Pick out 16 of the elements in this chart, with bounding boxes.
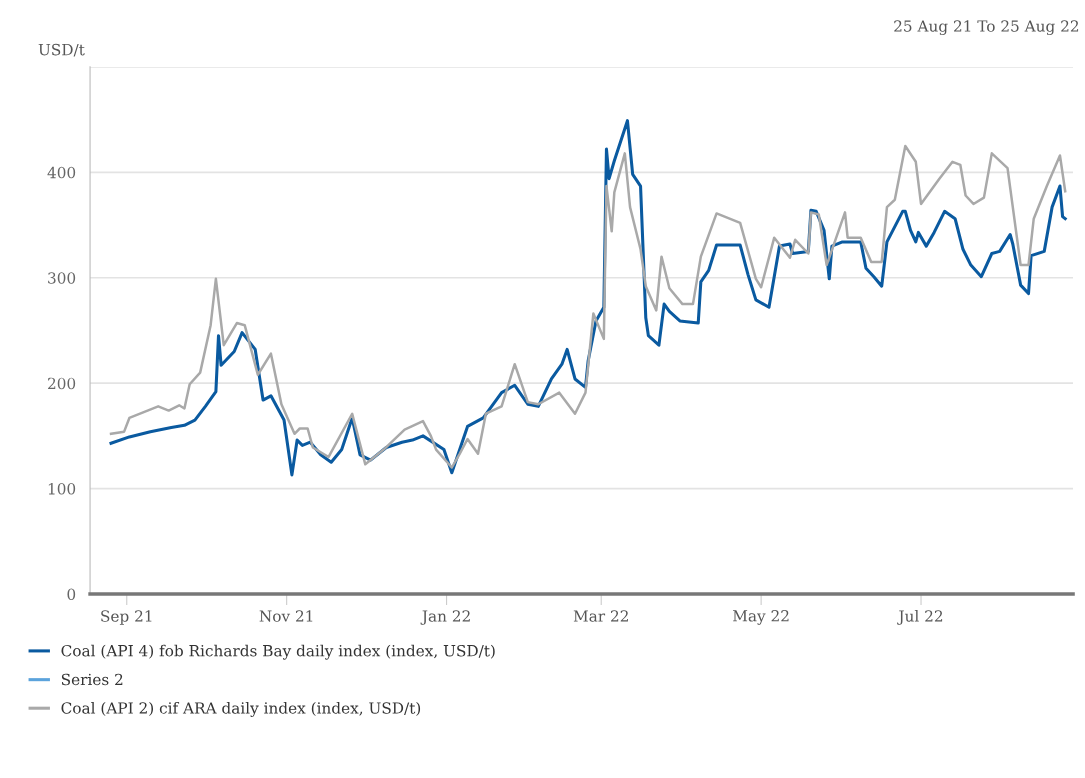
x-tick-label: Jul 22 [897,609,943,625]
y-tick-label: 200 [48,377,76,390]
legend-label: Coal (API 2) cif ARA daily index (index, USD/t) [61,701,421,717]
x-tick-label: Mar 22 [573,610,628,622]
y-axis-title: USD/t [38,43,85,57]
chart-subtitle: 25 Aug 21 To 25 Aug 22 [894,20,1079,36]
legend-label: Coal (API 4) fob Richards Bay daily index (index, USD/t) [61,644,495,660]
y-tick-label: 100 [48,483,76,495]
y-tick-label: 0 [67,588,76,601]
x-tick-label: Jan 22 [420,610,470,625]
x-tick-label: May 22 [733,610,789,625]
y-tick-label: 300 [48,272,76,284]
y-tick-label: 400 [47,166,76,179]
x-tick-label: Sep 21 [101,610,152,625]
legend-label: Series 2 [61,673,123,686]
x-tick-label: Nov 21 [259,610,313,622]
